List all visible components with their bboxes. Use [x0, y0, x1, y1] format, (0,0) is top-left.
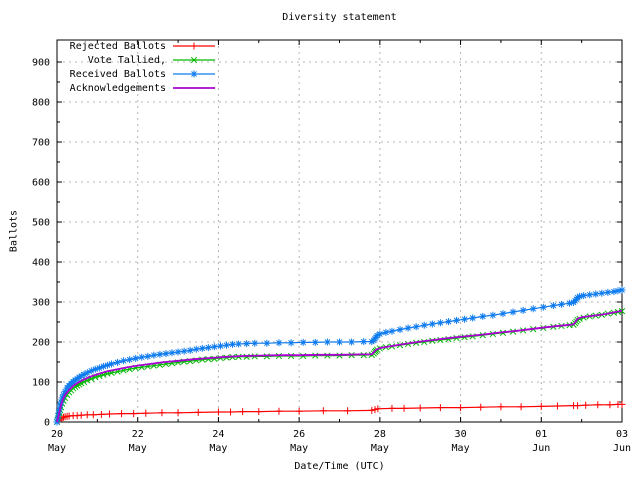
y-tick-label: 100: [32, 378, 50, 389]
x-tick-label-month: May: [290, 443, 308, 454]
y-tick-label: 300: [32, 298, 50, 309]
chart-title: Diversity statement: [282, 12, 397, 23]
x-tick-label-day: 20: [51, 429, 63, 440]
legend-sample-line: [173, 56, 215, 64]
legend-marker-asterisk: [190, 70, 198, 78]
legend-label: Received Ballots: [69, 68, 166, 80]
legend-sample-line: [173, 87, 215, 89]
y-axis-label: Ballots: [8, 209, 20, 253]
y-tick-label: 500: [32, 218, 50, 229]
x-axis-label: Date/Time (UTC): [294, 461, 385, 472]
x-tick-label-day: 30: [455, 429, 467, 440]
legend-sample-line: [173, 70, 215, 78]
x-tick-label-month: May: [48, 443, 66, 454]
legend-label: Vote Tallied,: [87, 54, 166, 66]
legend: Rejected Ballots Vote Tallied, Received …: [59, 39, 217, 95]
legend-item-acknowledgements: Acknowledgements: [59, 81, 217, 95]
y-tick-label: 0: [44, 418, 50, 429]
y-tick-label: 800: [32, 98, 50, 109]
legend-label: Rejected Ballots: [69, 40, 166, 52]
legend-item-rejected-ballots: Rejected Ballots: [59, 39, 217, 53]
y-tick-label: 200: [32, 338, 50, 349]
series-markers: [53, 308, 626, 426]
legend-sample-line: [173, 42, 215, 50]
x-tick-label-day: 01: [535, 429, 547, 440]
x-tick-label-day: 28: [374, 429, 386, 440]
legend-item-vote-tallied: Vote Tallied,: [59, 53, 217, 67]
x-tick-label-month: May: [371, 443, 389, 454]
y-tick-label: 600: [32, 178, 50, 189]
x-tick-label-month: May: [209, 443, 227, 454]
x-tick-label-month: May: [129, 443, 147, 454]
x-tick-label-month: Jun: [532, 443, 550, 454]
y-tick-label: 900: [32, 58, 50, 69]
y-tick-label: 700: [32, 138, 50, 149]
x-tick-label-day: 24: [212, 429, 224, 440]
legend-marker-plus: [190, 42, 198, 50]
x-tick-label-day: 26: [293, 429, 305, 440]
x-tick-label-day: 22: [132, 429, 144, 440]
y-tick-label: 400: [32, 258, 50, 269]
x-tick-label-month: May: [452, 443, 470, 454]
x-tick-label-month: Jun: [613, 443, 631, 454]
x-tick-label-day: 03: [616, 429, 628, 440]
legend-marker-cross: [190, 56, 198, 64]
legend-label: Acknowledgements: [69, 82, 166, 94]
series-line-acknowledgements: [56, 309, 623, 423]
legend-item-received-ballots: Received Ballots: [59, 67, 217, 81]
